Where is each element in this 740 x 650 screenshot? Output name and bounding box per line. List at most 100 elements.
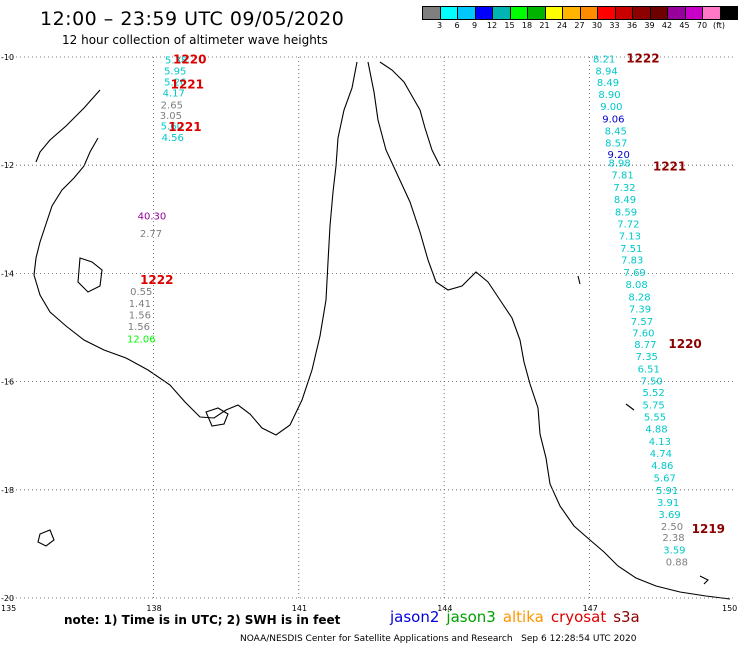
wave-height-value: 5.55 [644,413,666,424]
wave-height-value: 4.56 [162,133,184,144]
wave-height-value: 7.39 [629,304,651,315]
wave-height-value: 2.38 [662,533,684,544]
lon-label: 147 [583,604,598,613]
scale-label: 45 [679,21,690,30]
wave-height-value: 8.28 [628,292,650,303]
map-title: 12:00 – 23:59 UTC 09/05/2020 [40,8,345,30]
footer-credit: NOAA/NESDIS Center for Satellite Applica… [240,634,636,644]
credit-timestamp: Sep 6 12:28:54 UTC 2020 [521,634,637,644]
color-scale: 3 6 9 12 15 18 21 24 27 30 33 36 39 42 45 70 (ft) [422,6,740,38]
wave-height-value: 5.75 [642,401,664,412]
wave-height-value: 5.38 [165,55,187,66]
legend-s3a: s3a [613,608,640,626]
lon-label: 144 [437,604,452,613]
scale-label: 18 [521,21,533,30]
wave-height-value: 5.91 [656,486,678,497]
wave-height-value: 8.49 [597,78,619,89]
wave-height-value: 7.13 [619,231,641,242]
wave-height-value: 0.55 [130,287,152,298]
wave-height-value: 4.88 [645,424,667,435]
legend-cryosat: cryosat [550,608,607,626]
scale-label: 27 [574,21,585,30]
scale-label: 39 [644,21,655,30]
lat-label: -14 [1,269,14,278]
wave-height-value: 4.74 [650,449,672,460]
lat-label: -16 [1,378,14,387]
wave-height-value: 3.59 [663,546,685,557]
wave-height-value: 3.69 [658,510,680,521]
wave-height-value: 2.77 [140,229,162,240]
wave-height-value: 2.50 [661,522,683,533]
lat-label: -12 [1,161,14,170]
wave-height-value: 5.52 [642,388,664,399]
legend-jason3: jason3 [446,608,496,626]
pass-time-label: 1220 [173,52,206,66]
scale-unit: (ft) [712,21,726,30]
scale-label: 9 [471,21,478,30]
wave-height-value: 3.91 [657,498,679,509]
scale-label: 70 [696,21,708,30]
scale-label: 24 [556,21,568,30]
legend-altika: altika [502,608,544,626]
wave-height-value: 3.05 [160,111,182,122]
wave-height-value: 8.59 [615,208,637,219]
pass-time-label: 1219 [692,522,725,536]
footer-note: note: 1) Time is in UTC; 2) SWH is in fe… [64,613,341,627]
wave-height-value: 1.41 [129,299,151,310]
map-subtitle: 12 hour collection of altimeter wave hei… [62,33,328,47]
scale-label: 42 [661,21,673,30]
wave-height-value: 2.65 [161,100,183,111]
wave-height-observations: 5.385.955.264.172.653.055.604.56 40.30 2.7… [127,54,688,568]
wave-height-value: 7.83 [621,256,643,267]
wave-height-value: 8.49 [614,195,636,206]
wave-height-value: 7.51 [620,244,642,255]
satellite-legend: jason2 jason3 altika cryosat s3a [390,608,647,626]
wave-height-value: 8.57 [605,138,627,149]
wave-height-value: 9.20 [608,150,630,161]
wave-height-value: 4.17 [163,88,185,99]
wave-height-value: 8.45 [605,126,627,137]
wave-height-value: 5.26 [164,78,186,89]
lon-label: 141 [292,604,307,613]
pass-time-label: 1221 [168,120,201,134]
wave-height-value: 8.94 [595,66,617,77]
wave-height-value: 4.86 [651,461,673,472]
wave-height-value: 7.72 [617,219,639,230]
scale-label: 15 [504,21,515,30]
scale-label: 36 [626,21,638,30]
wave-height-value: 8.77 [634,340,656,351]
wave-height-value: 7.35 [636,352,658,363]
pass-time-label: 1222 [140,273,173,287]
wave-height-value: 8.21 [593,54,615,65]
wave-height-value: 40.30 [138,211,167,222]
scale-label: 21 [539,21,550,30]
wave-height-value: 5.60 [161,121,183,132]
wave-height-value: 9.00 [600,102,622,113]
wave-height-value: 8.98 [609,158,631,169]
legend-jason2: jason2 [390,608,440,626]
coastline [33,61,731,600]
scale-label: 6 [454,21,460,30]
wave-height-value: 8.08 [625,280,647,291]
scale-label: 3 [436,21,443,30]
pass-time-labels: 1220 1221 1221 1222 1222 1221 1220 1219 [140,51,725,536]
pass-time-label: 1221 [171,77,204,91]
lat-label: -10 [1,53,14,62]
wave-height-value: 5.95 [164,66,186,77]
wave-height-value: 7.81 [611,171,633,182]
lat-label: -18 [1,486,14,495]
scale-label: 12 [486,21,498,30]
wave-height-value: 12.06 [127,335,156,346]
lon-label: 150 [722,604,737,613]
wave-height-value: 7.32 [613,183,635,194]
wave-height-value: 7.57 [631,317,653,328]
scale-label: 30 [591,21,603,30]
lon-label: 135 [1,604,16,613]
scale-swatch [719,6,738,20]
wave-height-value: 1.56 [128,322,150,333]
wave-height-value: 7.69 [624,268,646,279]
wave-height-value: 7.60 [632,329,654,340]
wave-height-value: 0.88 [666,558,688,569]
